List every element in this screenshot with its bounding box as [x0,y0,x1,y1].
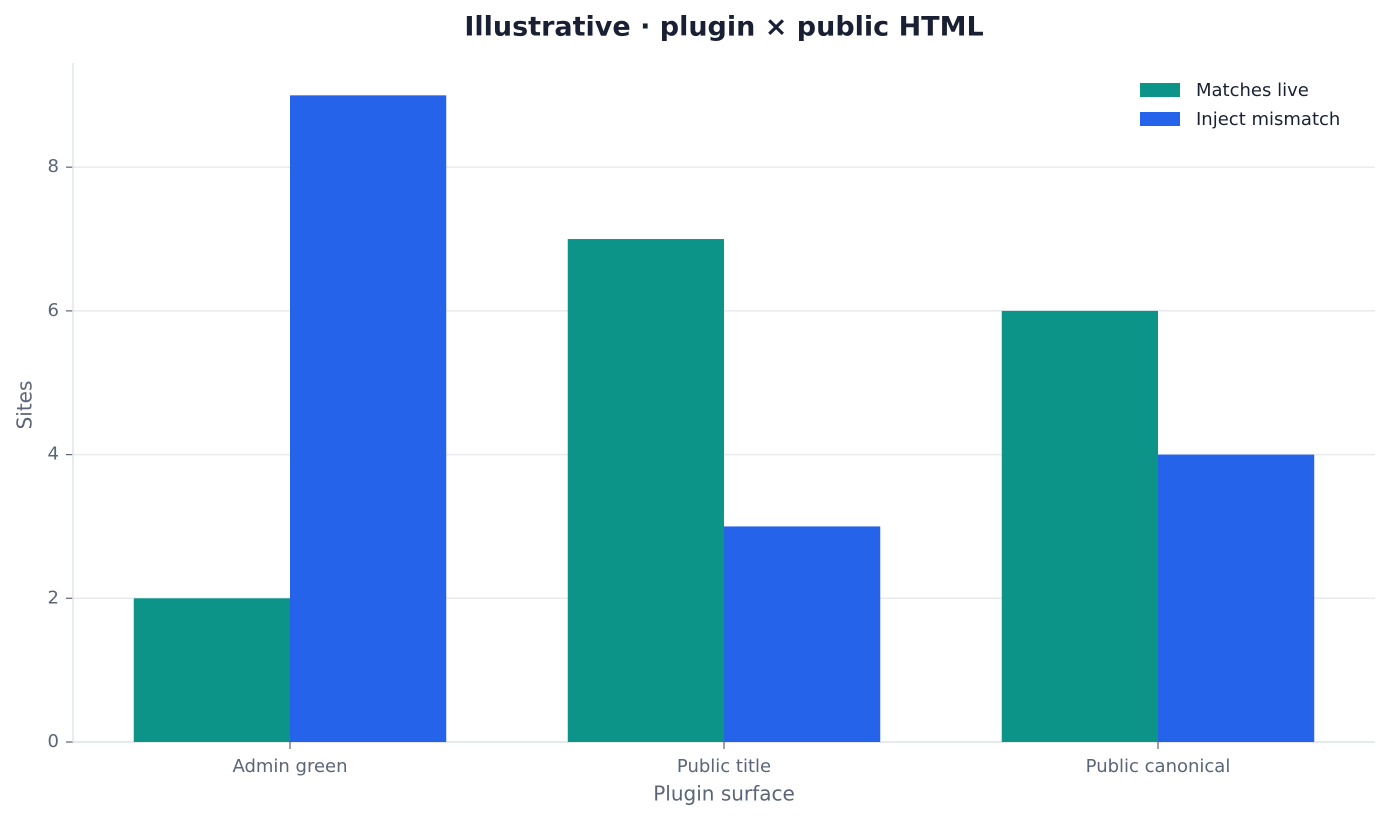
legend-label: Inject mismatch [1196,109,1340,130]
x-tick-label: Public canonical [1086,756,1231,777]
bar [1001,310,1158,742]
bar [724,526,881,742]
bar [133,598,290,742]
y-tick-label: 4 [48,444,59,465]
y-tick-label: 8 [48,156,59,177]
x-tick-label: Public title [677,756,771,777]
y-tick-label: 0 [48,731,59,752]
x-axis-label: Plugin surface [653,782,795,806]
bar [290,95,447,743]
chart-title: Illustrative · plugin × public HTML [464,12,983,43]
y-tick-label: 2 [48,587,59,608]
y-axis-label: Sites [13,381,37,430]
bar [1158,454,1315,742]
legend-label: Matches live [1196,80,1309,101]
legend-swatch [1140,112,1180,126]
bar [567,239,724,742]
x-tick-label: Admin green [232,756,347,777]
y-tick-label: 6 [48,300,59,321]
legend-swatch [1140,83,1180,97]
